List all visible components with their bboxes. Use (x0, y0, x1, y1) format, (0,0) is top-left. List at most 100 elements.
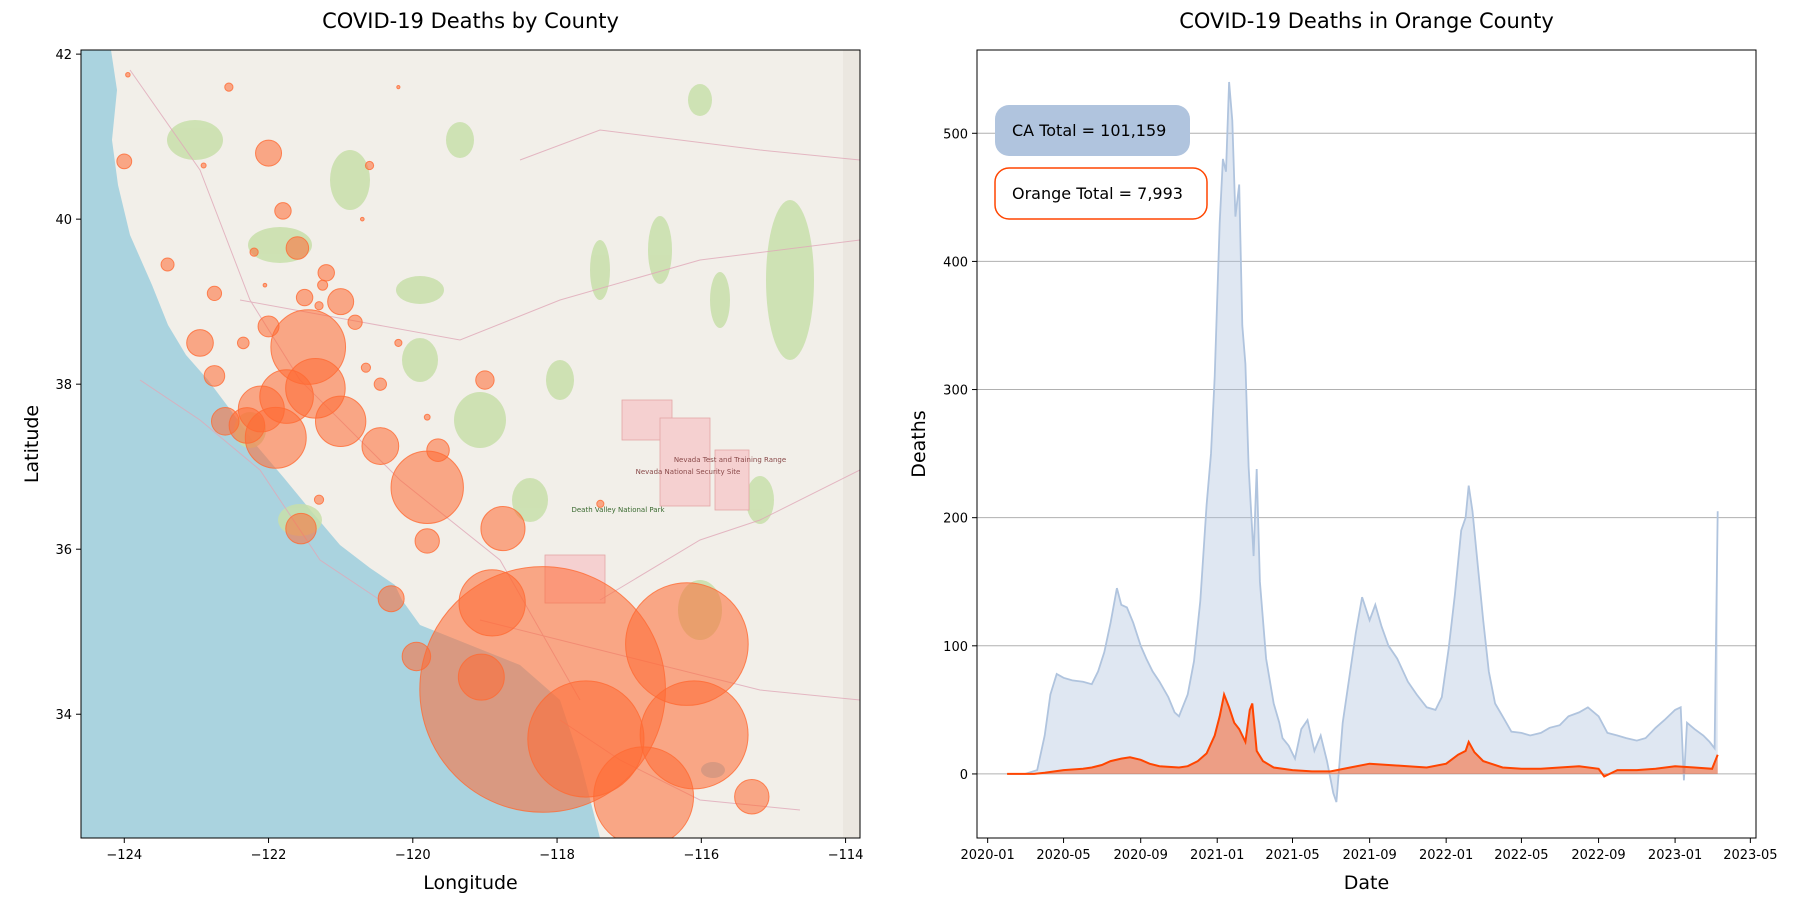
county-bubble (255, 139, 283, 167)
orange-total-box-bg (994, 167, 1208, 220)
county-bubble (394, 338, 403, 347)
county-bubble (593, 746, 695, 838)
ts-xtick-label: 2020-05 (1036, 848, 1090, 863)
county-bubble (236, 336, 250, 350)
map-ytick-label: 38 (55, 378, 72, 393)
bubbles (116, 72, 770, 838)
map-ytick-label: 34 (55, 708, 72, 723)
county-bubble (313, 494, 325, 505)
map-labels: Death Valley National Park Nevada Nation… (571, 456, 786, 514)
county-bubble (125, 72, 131, 78)
county-bubble (206, 285, 223, 302)
timeseries-panel: COVID-19 Deaths in Orange County 0 100 200… (908, 9, 1778, 894)
county-bubble (377, 585, 405, 613)
orange-total-label: Orange Total = 7,993 (1012, 184, 1183, 203)
map-xtick-label: −118 (539, 848, 575, 863)
parks (167, 84, 814, 640)
ts-xtick-label: 2023-01 (1648, 848, 1702, 863)
orange-line (1007, 690, 1719, 778)
ca-total-box: CA Total = 101,159 (995, 105, 1190, 156)
ts-xtick-label: 2021-01 (1190, 848, 1244, 863)
ts-ytick-label: 300 (943, 384, 968, 399)
map-xtick-label: −116 (683, 848, 719, 863)
county-bubble (373, 377, 388, 391)
orange-total-box: Orange Total = 7,993 (994, 167, 1208, 220)
county-bubble (224, 82, 234, 92)
county-bubble (364, 160, 375, 171)
ocean (81, 50, 600, 838)
ts-ylabel: Deaths (908, 410, 930, 477)
ts-ytick-label: 500 (943, 127, 968, 142)
ca-total-label: CA Total = 101,159 (1012, 121, 1166, 140)
ts-ytick-label: 0 (960, 768, 968, 783)
map-ticks: −124 −122 −120 −118 −116 −114 34 36 38 40 42 (55, 48, 863, 863)
county-bubble (401, 641, 432, 672)
county-bubble (285, 236, 310, 260)
county-bubble (317, 279, 329, 291)
map-ytick-label: 40 (55, 213, 72, 228)
county-bubble (480, 506, 526, 552)
county-bubble (116, 153, 133, 170)
county-bubble (285, 512, 317, 545)
map-xtick-label: −114 (828, 848, 864, 863)
map-axes-frame (80, 49, 861, 839)
county-bubble (347, 314, 363, 330)
county-bubble (360, 362, 372, 373)
county-bubble (186, 329, 214, 357)
county-bubble (249, 247, 259, 257)
ca-area (1007, 82, 1718, 803)
county-bubble (327, 288, 355, 316)
map-label-death-valley: Death Valley National Park (571, 506, 665, 514)
ts-xtick-label: 2021-09 (1342, 848, 1396, 863)
ts-ticks: 0 100 200 300 400 500 2020-01 2020-05 2020-09 202… (943, 127, 1777, 863)
county-bubble (458, 569, 526, 637)
ts-ytick-label: 400 (943, 255, 968, 270)
county-bubble (475, 370, 495, 390)
basemap: Death Valley National Park Nevada Nation… (81, 50, 860, 838)
county-bubble (457, 653, 505, 701)
county-bubble (734, 779, 770, 815)
ca-line (1007, 81, 1719, 803)
map-panel: COVID-19 Deaths by County (21, 9, 863, 894)
east-strip (843, 50, 860, 838)
county-bubble (596, 499, 605, 508)
ts-xtick-label: 2021-05 (1265, 848, 1319, 863)
county-bubble (314, 301, 324, 311)
county-bubble (257, 315, 280, 338)
county-bubble (314, 395, 367, 447)
county-bubble (160, 257, 175, 272)
county-bubble (203, 365, 226, 387)
map-xtick-label: −120 (395, 848, 431, 863)
map-ylabel: Latitude (21, 405, 43, 483)
county-bubble (361, 427, 400, 465)
map-label-nttr: Nevada Test and Training Range (674, 456, 786, 464)
map-title: COVID-19 Deaths by County (322, 9, 619, 33)
map-ytick-label: 36 (55, 543, 72, 558)
ts-grid (977, 132, 1756, 775)
county-bubble (414, 528, 440, 554)
ts-ytick-label: 100 (943, 640, 968, 655)
ts-title: COVID-19 Deaths in Orange County (1179, 9, 1554, 33)
ts-series (1007, 81, 1719, 803)
county-bubble (317, 264, 335, 282)
county-bubble (396, 85, 401, 90)
county-bubble (295, 288, 314, 307)
ts-xlabel: Date (1344, 872, 1389, 894)
ts-xtick-label: 2022-01 (1419, 848, 1473, 863)
ts-xtick-label: 2022-09 (1571, 848, 1625, 863)
map-label-nnss: Nevada National Security Site (636, 468, 741, 476)
ts-xtick-label: 2020-01 (960, 848, 1014, 863)
ts-xtick-label: 2022-05 (1494, 848, 1548, 863)
county-bubble (423, 413, 431, 421)
map-xlabel: Longitude (423, 872, 518, 894)
county-bubble (390, 450, 464, 525)
county-bubble (200, 162, 207, 169)
county-bubble (210, 407, 240, 436)
county-bubble (359, 216, 365, 222)
map-xtick-label: −122 (251, 848, 287, 863)
ts-xtick-label: 2020-09 (1114, 848, 1168, 863)
county-bubble (262, 282, 268, 288)
ts-ytick-label: 200 (943, 512, 968, 527)
ca-total-box-bg (995, 105, 1190, 156)
